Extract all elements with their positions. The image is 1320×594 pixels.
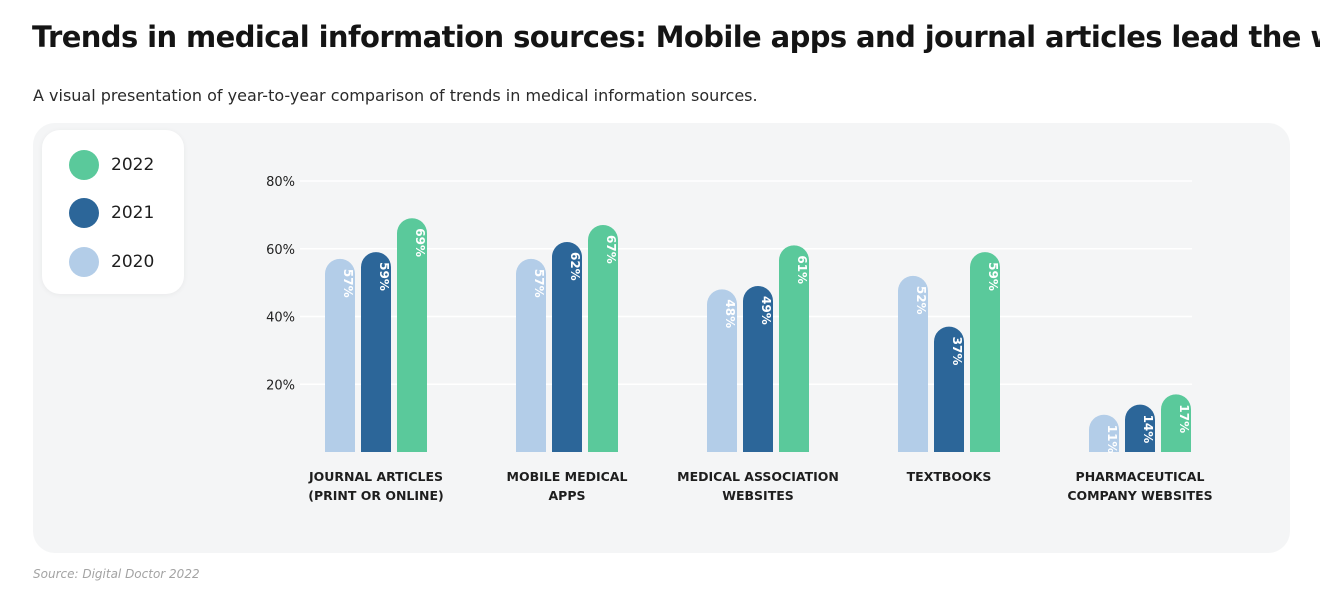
bar-value-label-2021-2: 62%: [568, 252, 582, 281]
bar-2020-4: [898, 275, 928, 452]
bar-value-label-2022-5: 17%: [1177, 404, 1191, 433]
bar-value-label-2020-3: 48%: [723, 299, 737, 328]
bar-2020-3: [707, 289, 737, 452]
bar-2020-2: [516, 258, 546, 452]
y-tick-label-40: 40%: [266, 311, 295, 326]
y-tick-label-20: 20%: [266, 378, 295, 393]
bar-value-label-2022-1: 69%: [413, 228, 427, 257]
bar-value-label-2021-1: 59%: [377, 262, 391, 291]
bar-value-label-2022-3: 61%: [795, 255, 809, 284]
x-category-label-2-line-1: MOBILE MEDICAL: [507, 469, 628, 484]
bar-value-label-2021-5: 14%: [1141, 415, 1155, 444]
y-tick-label-60: 60%: [266, 243, 295, 258]
bar-2022-5: [1161, 394, 1191, 452]
legend-swatch-2021: [69, 198, 99, 228]
source-note: Source: Digital Doctor 2022: [33, 567, 200, 581]
bar-2021-4: [934, 326, 964, 452]
chart-panel: [33, 123, 1290, 553]
bar-2022-1: [397, 218, 427, 452]
x-category-label-5-line-1: PHARMACEUTICAL: [1076, 469, 1205, 484]
bar-value-label-2021-3: 49%: [759, 296, 773, 325]
legend-swatch-2022: [69, 150, 99, 180]
x-category-label-3-line-2: WEBSITES: [722, 488, 794, 503]
x-category-label-1-line-2: (PRINT OR ONLINE): [308, 488, 444, 503]
bar-2021-1: [361, 252, 391, 452]
legend-label-2020: 2020: [111, 252, 155, 272]
legend-item-2020: 2020: [69, 246, 154, 278]
bar-2022-3: [779, 245, 809, 452]
bar-2020-5: [1089, 414, 1119, 452]
bar-2021-3: [743, 286, 773, 452]
legend-item-2022: 2022: [69, 149, 154, 181]
legend: 2022 2021 2020: [42, 130, 184, 294]
chart-subtitle: A visual presentation of year-to-year co…: [33, 86, 758, 105]
chart-title: Trends in medical information sources: M…: [32, 20, 1320, 54]
bar-2021-5: [1125, 404, 1155, 452]
x-category-label-3-line-1: MEDICAL ASSOCIATION: [677, 469, 839, 484]
bar-value-label-2020-1: 57%: [341, 269, 355, 298]
bar-2022-2: [588, 225, 618, 452]
bar-value-label-2021-4: 37%: [950, 337, 964, 366]
legend-label-2021: 2021: [111, 203, 155, 223]
bar-2022-4: [970, 252, 1000, 452]
legend-label-2022: 2022: [111, 155, 155, 175]
x-category-label-2-line-2: APPS: [549, 488, 586, 503]
bar-value-label-2020-4: 52%: [914, 286, 928, 315]
bar-value-label-2022-4: 59%: [986, 262, 1000, 291]
x-category-label-4-line-1: TEXTBOOKS: [907, 469, 992, 484]
x-category-label-1-line-1: JOURNAL ARTICLES: [308, 469, 443, 484]
bar-2020-1: [325, 258, 355, 452]
bar-value-label-2020-5: 11%: [1105, 425, 1119, 454]
legend-swatch-2020: [69, 247, 99, 277]
legend-item-2021: 2021: [69, 197, 154, 229]
y-tick-label-80: 80%: [266, 175, 295, 190]
bar-value-label-2020-2: 57%: [532, 269, 546, 298]
x-category-label-5-line-2: COMPANY WEBSITES: [1067, 488, 1212, 503]
bar-2021-2: [552, 241, 582, 452]
bar-value-label-2022-2: 67%: [604, 235, 618, 264]
